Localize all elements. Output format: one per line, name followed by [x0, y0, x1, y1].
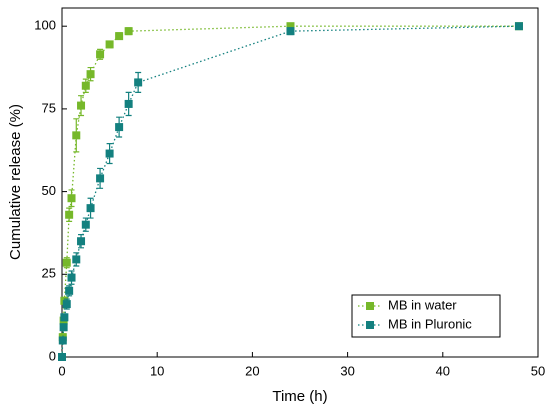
marker — [65, 210, 74, 219]
marker — [77, 101, 86, 110]
marker — [86, 204, 95, 213]
y-tick-label: 0 — [49, 348, 56, 363]
marker — [124, 99, 133, 108]
marker — [62, 300, 71, 309]
marker — [124, 27, 133, 36]
legend-box — [351, 294, 501, 338]
legend-label: MB in Pluronic — [388, 316, 472, 331]
marker — [62, 258, 71, 267]
legend-marker — [366, 321, 374, 329]
marker — [115, 32, 124, 41]
marker — [72, 131, 81, 140]
marker — [115, 123, 124, 132]
x-tick-label: 10 — [150, 363, 164, 378]
plot-frame — [61, 7, 539, 358]
marker — [286, 22, 295, 31]
marker — [60, 313, 69, 322]
marker — [67, 273, 76, 282]
y-axis-label: Cumulative release (%) — [7, 104, 24, 260]
marker — [81, 220, 90, 229]
y-tick-label: 100 — [34, 18, 56, 33]
marker — [58, 353, 66, 361]
marker — [67, 194, 76, 203]
legend-label: MB in water — [388, 297, 457, 312]
marker — [105, 149, 114, 158]
marker — [96, 174, 105, 183]
marker — [72, 255, 81, 264]
marker — [96, 50, 105, 59]
x-tick-label: 20 — [245, 363, 259, 378]
marker — [286, 27, 295, 36]
y-tick-label: 75 — [42, 100, 56, 115]
y-tick-label: 25 — [42, 266, 56, 281]
marker — [86, 70, 95, 79]
x-axis-label: Time (h) — [272, 388, 327, 405]
marker — [65, 286, 74, 295]
marker — [77, 237, 86, 246]
marker — [58, 336, 67, 345]
marker — [514, 22, 523, 31]
marker — [134, 78, 143, 87]
x-tick-label: 30 — [340, 363, 354, 378]
marker — [105, 40, 114, 49]
x-tick-label: 50 — [531, 363, 545, 378]
x-tick-label: 0 — [58, 363, 65, 378]
x-tick-label: 40 — [436, 363, 450, 378]
y-tick-label: 50 — [42, 183, 56, 198]
marker — [81, 81, 90, 90]
marker — [59, 323, 68, 332]
legend-marker — [366, 302, 374, 310]
